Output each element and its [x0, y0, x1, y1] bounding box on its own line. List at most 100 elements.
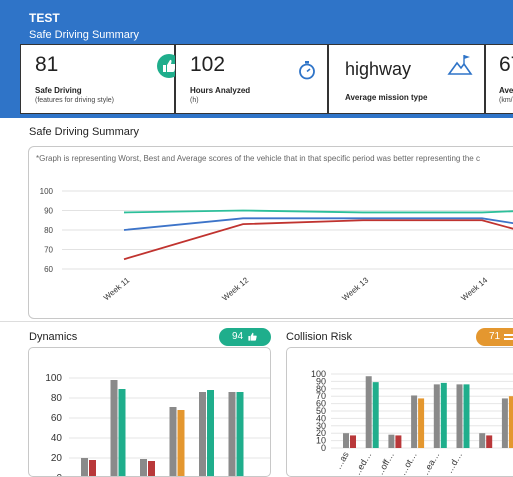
- x-tick-label: Week 12: [220, 275, 250, 302]
- bar: [479, 433, 486, 448]
- bar: [110, 380, 118, 476]
- section-title-dynamics: Dynamics: [29, 331, 78, 343]
- y-tick-label: 70: [316, 391, 326, 401]
- kpi-label: Average mission type: [345, 93, 428, 102]
- bar: [81, 458, 88, 476]
- bar: [418, 398, 425, 448]
- kpi-value: 81: [35, 53, 59, 76]
- y-tick-label: 40: [316, 413, 326, 423]
- x-tick-label: …off…: [374, 450, 397, 477]
- collision-chart-panel: 0 10 20 30 40 50 60 70 80 90 100 …as …ed… …off… …ot… …e…: [286, 347, 513, 477]
- y-tick-label: 100: [40, 187, 54, 196]
- section-title-summary: Safe Driving Summary: [29, 126, 140, 138]
- kpi-label: Ave: [499, 86, 513, 95]
- y-tick-label: 100: [311, 369, 326, 379]
- kpi-sublabel: (features for driving style): [35, 97, 114, 104]
- y-tick-label: 60: [316, 399, 326, 409]
- summary-chart-panel: *Graph is representing Worst, Best and A…: [28, 146, 513, 319]
- bar: [395, 435, 402, 448]
- x-tick-label: Week 14: [459, 275, 489, 302]
- kpi-card-safe-driving[interactable]: 81 Safe Driving (features for driving st…: [20, 44, 181, 114]
- bar: [501, 398, 508, 448]
- dynamics-bar-chart: 0 20 40 60 80 100: [45, 373, 270, 477]
- bar: [118, 389, 126, 476]
- collision-score-badge[interactable]: 71: [476, 328, 513, 346]
- dynamics-chart-panel: 0 20 40 60 80 100: [28, 347, 271, 477]
- kpi-label: Safe Driving: [35, 86, 82, 95]
- x-tick-label: …as: [333, 450, 351, 471]
- dynamics-score-badge[interactable]: 94: [219, 328, 271, 346]
- series-line: [123, 217, 513, 231]
- y-tick-label: 80: [44, 226, 53, 235]
- x-tick-label: Week 13: [340, 275, 370, 302]
- y-tick-label: 100: [45, 373, 62, 384]
- series-line: [123, 219, 513, 261]
- y-tick-label: 0: [321, 443, 326, 453]
- y-tick-label: 20: [51, 453, 63, 464]
- x-tick-label: …ed…: [351, 450, 374, 477]
- y-tick-label: 60: [44, 265, 53, 274]
- summary-line-chart: 60 70 80 90 100 Week 11 Week 12 Week 13 Week 14: [40, 187, 513, 303]
- page-subtitle: Safe Driving Summary: [29, 29, 140, 41]
- kpi-value: 67: [499, 53, 513, 76]
- bar: [236, 392, 244, 476]
- bar: [343, 433, 349, 448]
- bar: [440, 382, 447, 448]
- section-title-collision: Collision Risk: [286, 331, 353, 343]
- equals-icon: [504, 334, 513, 340]
- bar: [365, 376, 372, 448]
- bar: [372, 382, 379, 448]
- y-tick-label: 70: [44, 246, 53, 255]
- y-tick-label: 60: [51, 413, 63, 424]
- y-tick-label: 30: [316, 421, 326, 431]
- bar: [228, 392, 236, 476]
- y-tick-label: 90: [44, 207, 53, 216]
- bar: [388, 434, 395, 448]
- y-tick-label: 20: [316, 428, 326, 438]
- kpi-card-average-speed[interactable]: 67 Ave (km/: [485, 44, 513, 114]
- kpi-sublabel: (h): [190, 97, 199, 104]
- x-tick-label: …ot…: [397, 450, 418, 477]
- bar: [350, 435, 356, 448]
- bar: [148, 461, 155, 476]
- x-tick-label: …d…: [444, 450, 464, 475]
- y-tick-label: 80: [316, 384, 326, 394]
- y-tick-label: 50: [316, 406, 326, 416]
- x-tick-label: Week 11: [102, 275, 132, 302]
- y-tick-label: 40: [51, 433, 63, 444]
- y-tick-label: 90: [316, 376, 326, 386]
- bar: [140, 459, 147, 476]
- section-divider: [0, 321, 513, 322]
- x-tick-label: …ea…: [419, 450, 442, 477]
- header-bar: TEST Safe Driving Summary 81 Safe Drivin…: [0, 0, 513, 118]
- y-tick-label: 10: [316, 436, 326, 446]
- series-line: [123, 209, 513, 214]
- bar: [411, 395, 418, 448]
- mountain-flag-icon: [447, 55, 473, 75]
- page-title: TEST: [29, 11, 60, 25]
- bar: [207, 390, 214, 476]
- bar: [508, 396, 513, 448]
- bar: [89, 460, 96, 476]
- y-tick-label: 80: [51, 393, 63, 404]
- bar: [433, 384, 440, 448]
- bar: [199, 392, 206, 476]
- bar: [463, 384, 470, 448]
- bar: [486, 435, 493, 448]
- bar: [456, 384, 463, 448]
- stopwatch-icon: [299, 61, 315, 80]
- kpi-sublabel: (km/: [499, 97, 513, 104]
- kpi-value: highway: [345, 59, 412, 79]
- y-tick-label: 0: [56, 473, 62, 477]
- kpi-card-hours-analyzed[interactable]: 102 Hours Analyzed (h): [175, 44, 328, 114]
- kpi-value: 102: [190, 53, 226, 76]
- collision-score: 71: [489, 331, 501, 342]
- bar: [169, 407, 177, 476]
- dynamics-score: 94: [232, 331, 244, 342]
- thumbs-up-icon: [248, 332, 257, 341]
- kpi-label: Hours Analyzed: [190, 86, 251, 95]
- chart-note: *Graph is representing Worst, Best and A…: [36, 154, 480, 163]
- bar: [177, 410, 185, 476]
- kpi-card-mission-type[interactable]: highway Average mission type: [328, 44, 485, 114]
